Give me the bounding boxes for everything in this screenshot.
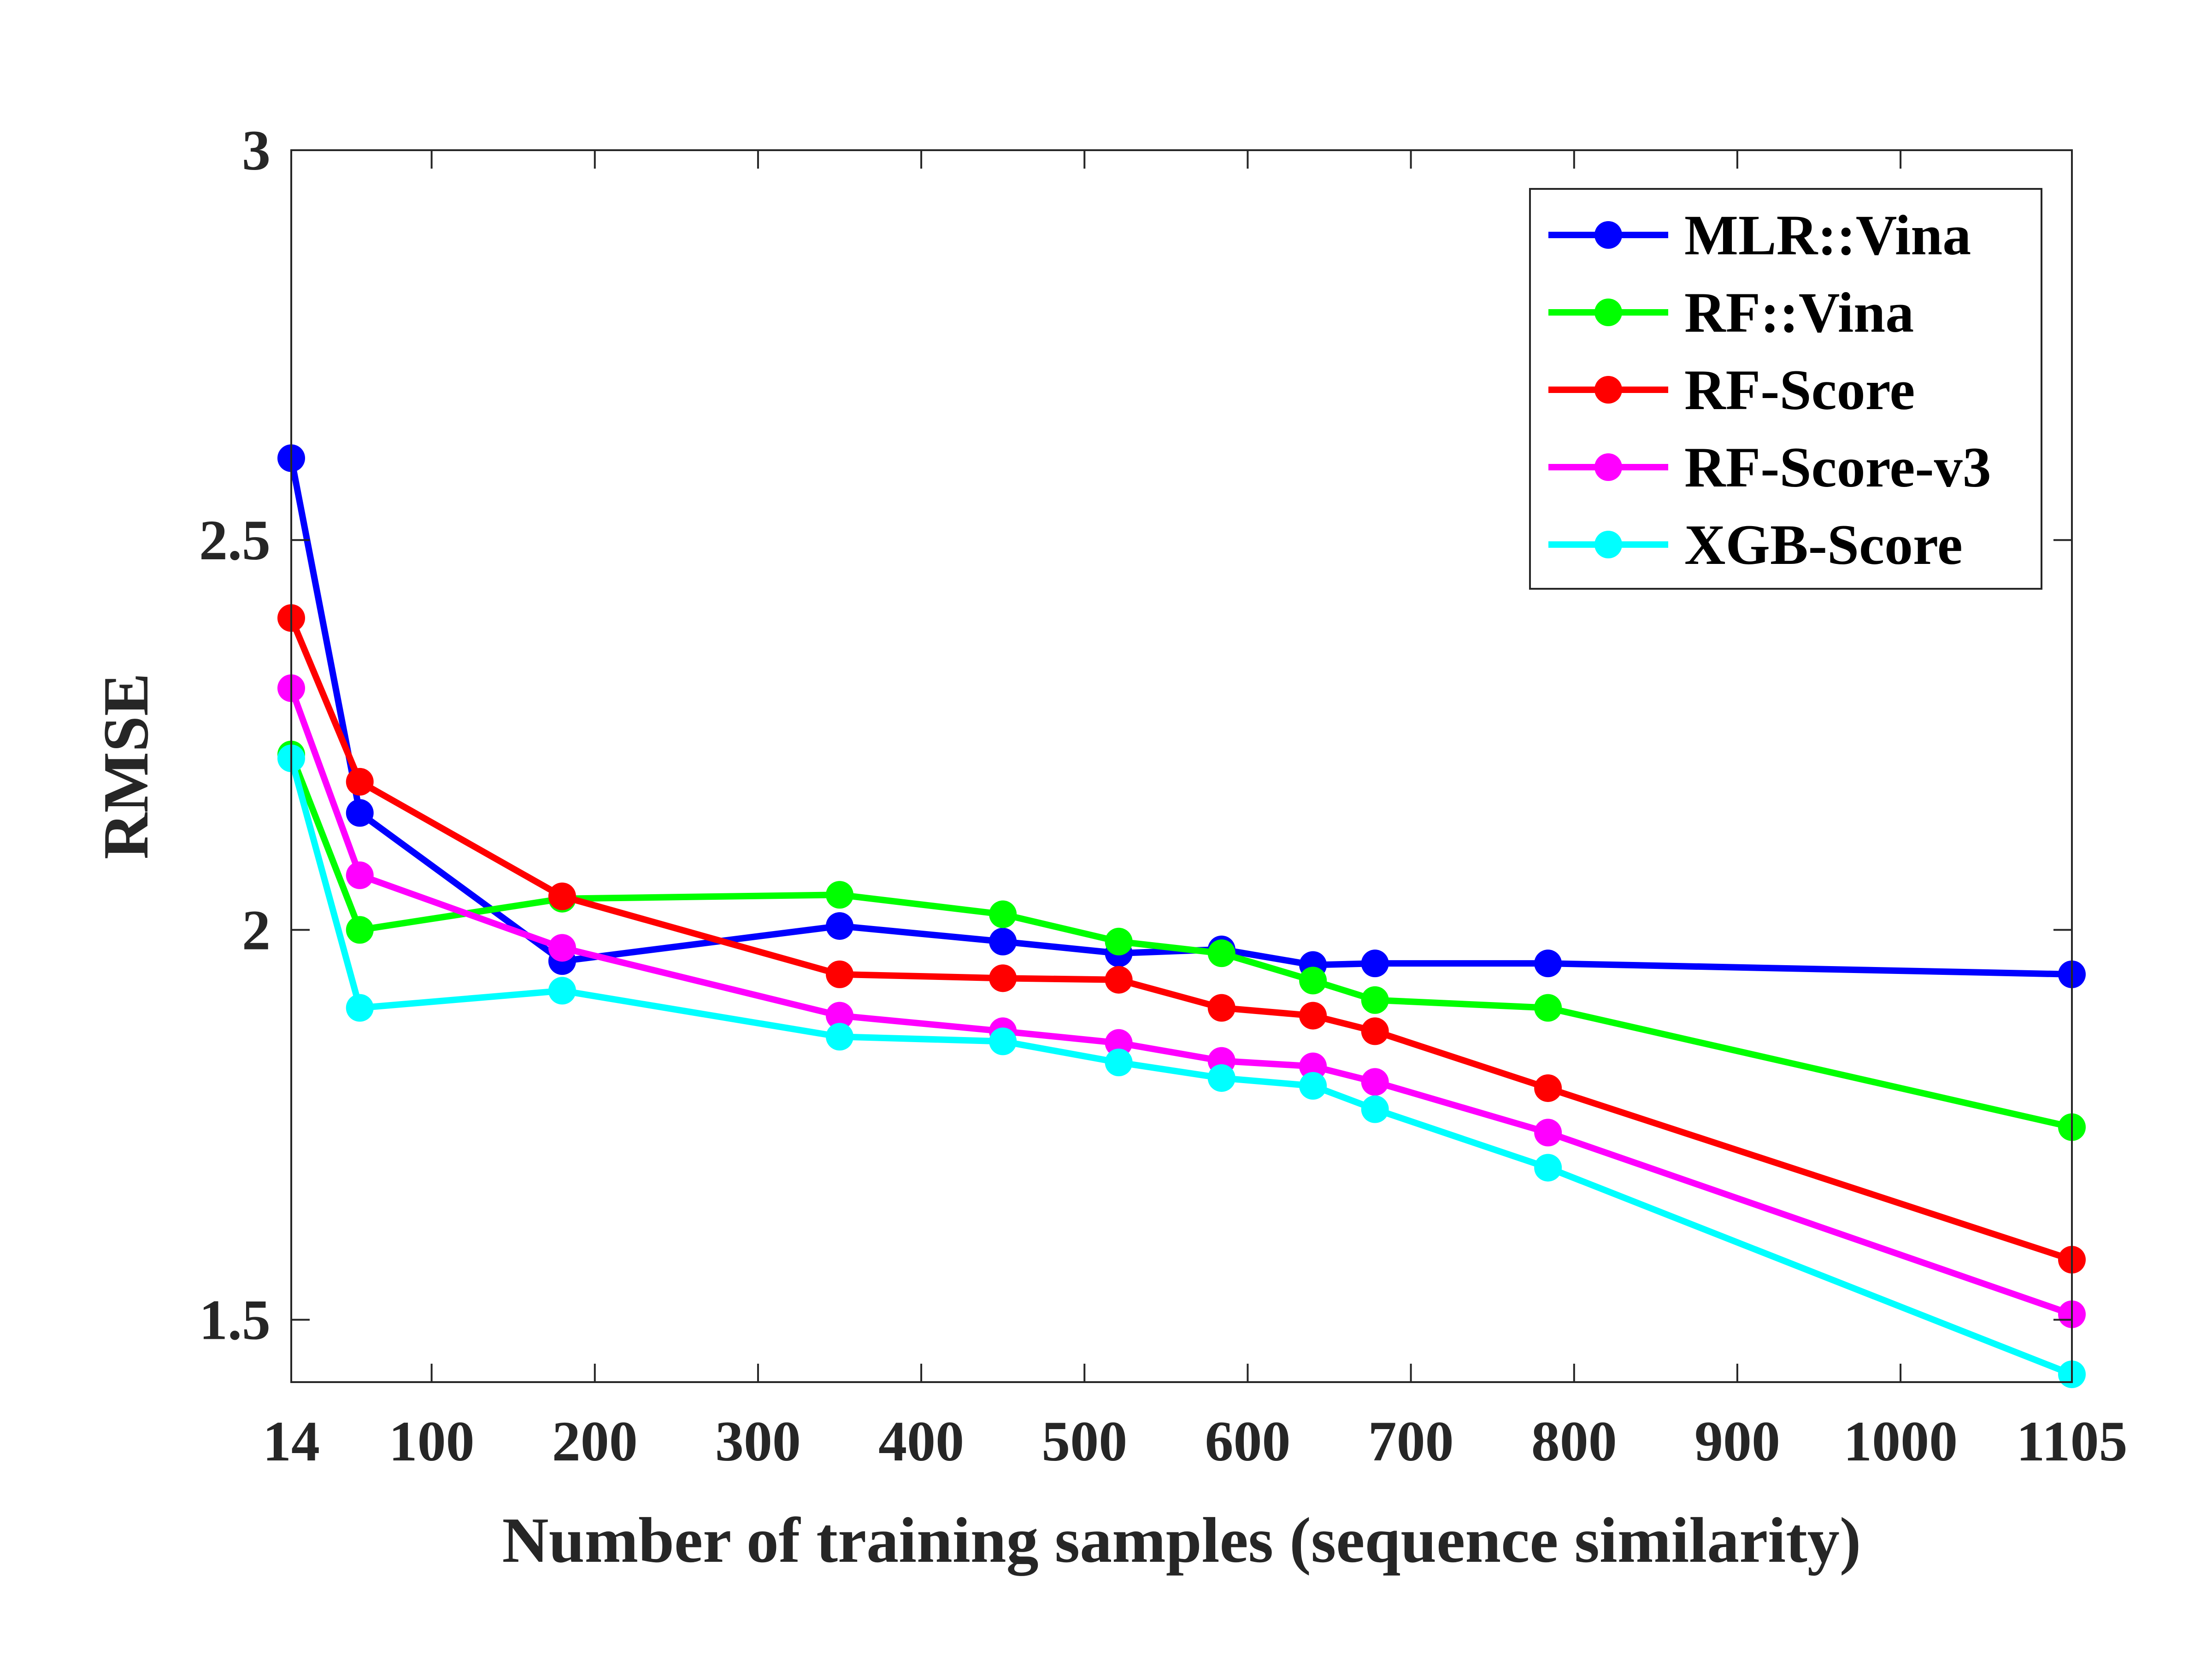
data-point bbox=[1361, 986, 1389, 1014]
y-tick-label: 3 bbox=[242, 119, 271, 182]
data-point bbox=[1299, 1002, 1327, 1030]
data-point bbox=[548, 977, 576, 1005]
data-point bbox=[548, 934, 576, 962]
data-point bbox=[826, 912, 854, 940]
data-point bbox=[1361, 1017, 1389, 1045]
data-point bbox=[1534, 1154, 1562, 1182]
data-point bbox=[826, 881, 854, 909]
series-rf-score bbox=[277, 604, 2086, 1274]
data-point bbox=[1207, 939, 1235, 967]
legend-marker bbox=[1594, 221, 1622, 249]
data-point bbox=[1299, 967, 1327, 995]
x-tick-label: 14 bbox=[263, 1410, 320, 1473]
data-point bbox=[1534, 950, 1562, 978]
data-point bbox=[1361, 950, 1389, 978]
legend-marker bbox=[1594, 376, 1622, 404]
data-point bbox=[826, 1002, 854, 1030]
legend-marker bbox=[1594, 299, 1622, 326]
y-tick-label: 1.5 bbox=[199, 1289, 271, 1352]
data-point bbox=[346, 861, 374, 889]
data-point bbox=[1105, 966, 1133, 994]
x-tick-label: 900 bbox=[1694, 1410, 1780, 1473]
data-point bbox=[346, 916, 374, 944]
x-tick-label: 300 bbox=[715, 1410, 801, 1473]
legend-label: MLR::Vina bbox=[1684, 204, 1971, 267]
y-tick-label: 2.5 bbox=[199, 509, 271, 572]
data-point bbox=[989, 964, 1017, 992]
data-point bbox=[1534, 994, 1562, 1022]
data-point bbox=[1534, 1119, 1562, 1147]
x-tick-label: 700 bbox=[1368, 1410, 1454, 1473]
x-tick-label: 200 bbox=[552, 1410, 638, 1473]
x-axis-label: Number of training samples (sequence sim… bbox=[502, 1505, 1861, 1576]
legend-marker bbox=[1594, 453, 1622, 481]
data-point bbox=[989, 927, 1017, 956]
legend-item: XGB-Score bbox=[1548, 513, 1963, 576]
legend-label: XGB-Score bbox=[1684, 513, 1963, 576]
legend-item: RF-Score bbox=[1548, 358, 1915, 422]
data-point bbox=[1361, 1095, 1389, 1123]
legend-item: RF-Score-v3 bbox=[1548, 436, 1991, 499]
data-point bbox=[548, 882, 576, 910]
data-point bbox=[346, 994, 374, 1022]
data-point bbox=[1534, 1074, 1562, 1102]
data-point bbox=[1207, 994, 1235, 1022]
y-axis-label: RMSE bbox=[90, 673, 162, 859]
plot-frame bbox=[290, 149, 2073, 1383]
legend-label: RF::Vina bbox=[1684, 281, 1914, 344]
x-tick-label: 100 bbox=[389, 1410, 475, 1473]
x-tick-label: 600 bbox=[1205, 1410, 1290, 1473]
data-point bbox=[346, 799, 374, 827]
data-point bbox=[826, 960, 854, 988]
data-point bbox=[1299, 1072, 1327, 1100]
data-point bbox=[1207, 1064, 1235, 1092]
x-tick-label: 800 bbox=[1531, 1410, 1617, 1473]
x-tick-label: 500 bbox=[1041, 1410, 1127, 1473]
x-tick-label: 1105 bbox=[2016, 1410, 2127, 1473]
data-point bbox=[826, 1023, 854, 1051]
legend-item: RF::Vina bbox=[1548, 281, 1914, 344]
data-point bbox=[1105, 1029, 1133, 1057]
data-point bbox=[346, 768, 374, 796]
x-tick-label: 1000 bbox=[1843, 1410, 1958, 1473]
y-tick-label: 2 bbox=[242, 898, 271, 961]
legend-marker bbox=[1594, 531, 1622, 558]
data-point bbox=[989, 900, 1017, 928]
legend-label: RF-Score-v3 bbox=[1684, 436, 1991, 499]
data-point bbox=[1105, 927, 1133, 956]
legend-item: MLR::Vina bbox=[1548, 204, 1971, 267]
data-point bbox=[989, 1027, 1017, 1055]
x-tick-label: 400 bbox=[878, 1410, 964, 1473]
data-point bbox=[1105, 1049, 1133, 1077]
data-point bbox=[1361, 1068, 1389, 1096]
legend-label: RF-Score bbox=[1684, 358, 1915, 422]
data-point bbox=[1299, 1052, 1327, 1080]
